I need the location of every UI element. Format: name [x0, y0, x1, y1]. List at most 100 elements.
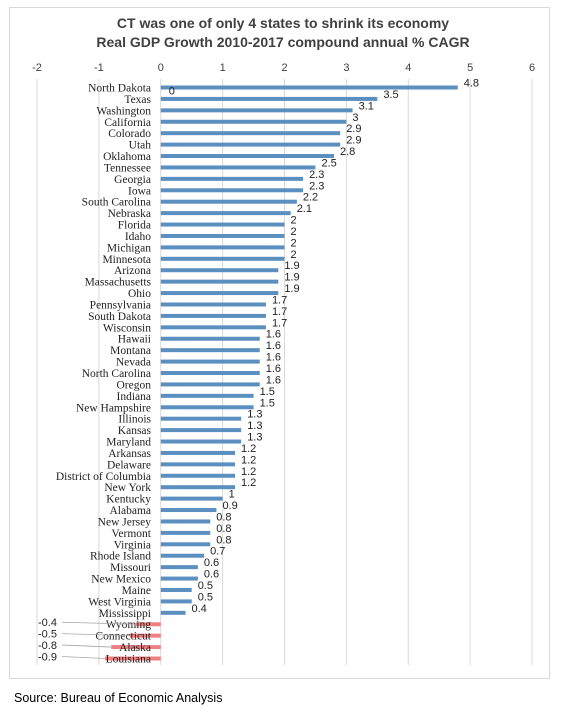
- value-label: 1.6: [266, 329, 281, 341]
- bar: [111, 645, 161, 650]
- x-tick-label: 0: [158, 62, 164, 74]
- value-label: 0.8: [216, 523, 231, 535]
- bar: [160, 222, 285, 227]
- bar: [160, 496, 223, 501]
- value-label: 1.7: [272, 317, 287, 329]
- value-label: 0.8: [216, 534, 231, 546]
- bar: [160, 165, 316, 170]
- bar: [160, 268, 279, 273]
- value-label: -0.9: [38, 652, 57, 664]
- bar: [160, 508, 217, 513]
- category-label: Wyoming: [106, 619, 152, 631]
- value-label: 2.3: [309, 180, 324, 192]
- bar: [160, 142, 341, 147]
- value-label: 2.2: [303, 192, 318, 204]
- category-label: District of Columbia: [56, 471, 151, 483]
- category-label: Kentucky: [106, 494, 151, 506]
- category-label: Ohio: [128, 288, 151, 300]
- x-tick-label: 1: [220, 62, 226, 74]
- value-label: 2: [291, 237, 297, 249]
- value-label: 0.4: [192, 603, 207, 615]
- bar: [160, 359, 260, 364]
- value-label: 3.1: [359, 100, 374, 112]
- category-label: Missouri: [110, 562, 151, 574]
- category-label: Virginia: [114, 539, 151, 551]
- annotations: 0: [169, 86, 175, 98]
- bar: [160, 405, 254, 410]
- bar: [160, 416, 242, 421]
- bar: [160, 291, 279, 296]
- bar: [160, 302, 266, 307]
- x-axis-tick-labels: -2 -1 0 1 2 3 4 5 6: [32, 62, 535, 74]
- bar: [160, 371, 260, 375]
- value-label: 2: [291, 226, 297, 238]
- value-label: 1.6: [266, 363, 281, 375]
- bar: [160, 587, 192, 592]
- bar: [160, 119, 347, 124]
- category-label: Montana: [110, 345, 151, 357]
- category-label: North Carolina: [82, 368, 151, 380]
- value-label: 0.5: [198, 591, 213, 603]
- value-label: 4.8: [464, 78, 479, 90]
- category-label: New Hampshire: [76, 402, 151, 414]
- value-label: 1: [229, 489, 235, 501]
- bar: [160, 211, 291, 216]
- value-leader-line: [61, 656, 106, 659]
- category-label: Nebraska: [108, 208, 151, 220]
- bar: [160, 336, 260, 341]
- bar: [160, 313, 266, 318]
- category-label: New Mexico: [91, 574, 151, 586]
- bar: [160, 233, 285, 238]
- category-label: South Carolina: [82, 197, 151, 209]
- value-leader-line: [61, 644, 112, 648]
- bar: [160, 565, 198, 570]
- value-label: 1.2: [241, 454, 256, 466]
- category-label: Minnesota: [102, 254, 151, 266]
- category-label: West Virginia: [88, 596, 151, 608]
- value-label: 1.3: [247, 409, 262, 421]
- category-label: Pennsylvania: [90, 299, 151, 311]
- category-label: Arizona: [114, 265, 151, 277]
- category-label: Indiana: [117, 391, 151, 403]
- category-label: Illinois: [118, 414, 151, 426]
- category-label: Oklahoma: [103, 151, 151, 163]
- bar: [160, 553, 205, 558]
- category-label: Nevada: [116, 357, 151, 369]
- x-tick-label: 3: [343, 62, 349, 74]
- category-label: Connecticut: [95, 631, 151, 643]
- value-label: 0.6: [204, 557, 219, 569]
- value-label: 0.8: [216, 511, 231, 523]
- category-label: New York: [104, 482, 151, 494]
- value-labels: 4.83.53.132.92.92.82.52.32.32.22.122221.…: [38, 78, 479, 664]
- value-label: -0.4: [38, 617, 57, 629]
- category-label: Hawaii: [118, 334, 151, 346]
- category-label: Delaware: [107, 459, 151, 471]
- value-label: 1.9: [284, 283, 299, 295]
- value-label: 1.3: [247, 432, 262, 444]
- bar: [160, 154, 334, 159]
- category-label: South Dakota: [88, 311, 151, 323]
- value-label: 0.6: [204, 569, 219, 581]
- value-label: 3: [352, 112, 358, 124]
- value-label: 2.8: [340, 146, 355, 158]
- bar: [105, 656, 161, 661]
- category-label: Alaska: [119, 642, 151, 654]
- bar: [160, 131, 341, 136]
- x-tick-label: 2: [281, 62, 287, 74]
- value-leader-line: [61, 621, 137, 625]
- bar: [160, 428, 242, 433]
- bar: [160, 279, 279, 284]
- category-label: Maine: [122, 585, 151, 597]
- category-label: Maryland: [106, 437, 151, 449]
- category-label: Utah: [129, 140, 152, 152]
- category-labels: North DakotaTexasWashingtonCaliforniaCol…: [56, 83, 152, 666]
- value-label: 1.2: [241, 466, 256, 478]
- category-label: Vermont: [111, 528, 151, 540]
- value-label: 1.7: [272, 306, 287, 318]
- x-tick-label: 4: [405, 62, 411, 74]
- value-label: 2: [291, 215, 297, 227]
- bar: [160, 450, 235, 455]
- value-label: 2.3: [309, 169, 324, 181]
- bar: [160, 530, 211, 535]
- bar: [160, 108, 353, 113]
